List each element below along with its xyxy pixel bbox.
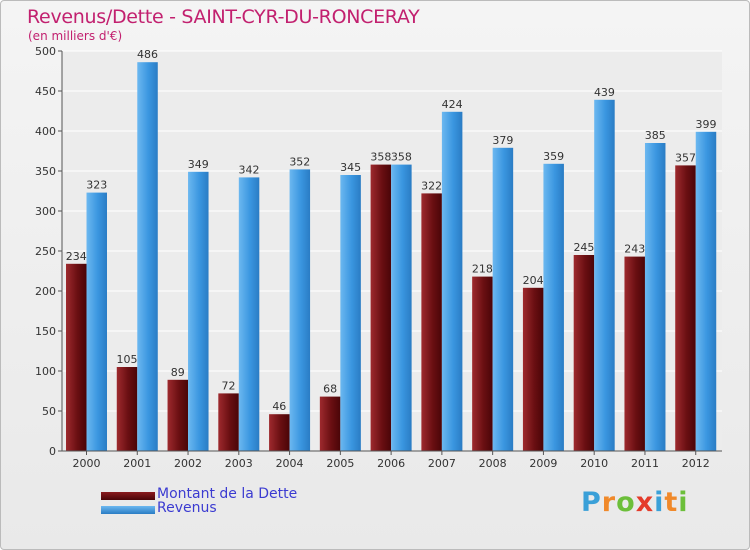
data-label-debt: 218 — [472, 263, 493, 276]
logo-letter: o — [616, 487, 636, 518]
logo-letter: t — [664, 487, 679, 518]
data-label-revenue: 352 — [289, 155, 310, 168]
chart-subtitle: (en milliers d'€) — [28, 29, 123, 43]
data-label-debt: 322 — [421, 179, 442, 192]
data-label-debt: 358 — [370, 151, 391, 164]
data-label-debt: 46 — [272, 400, 286, 413]
bar-debt — [421, 193, 442, 451]
bar-debt — [472, 276, 493, 451]
data-label-revenue: 323 — [86, 179, 107, 192]
y-tick-label: 200 — [35, 285, 56, 298]
data-label-debt: 357 — [675, 151, 696, 164]
x-tick-label: 2010 — [580, 457, 608, 470]
x-tick-label: 2005 — [326, 457, 354, 470]
legend-label-revenue: Revenus — [157, 500, 217, 516]
proxiti-logo: Proxiti — [581, 487, 689, 518]
bar-revenue — [238, 177, 260, 451]
bar-revenue — [543, 163, 564, 452]
y-tick-label: 100 — [35, 365, 56, 378]
legend-swatch-debt — [101, 492, 155, 500]
bar-revenue — [594, 99, 615, 452]
logo-letter: x — [635, 487, 655, 518]
y-tick-label: 0 — [49, 445, 56, 458]
x-tick-label: 2008 — [479, 457, 507, 470]
data-label-revenue: 385 — [645, 129, 666, 142]
data-label-debt: 204 — [523, 274, 544, 287]
x-tick-label: 2003 — [225, 457, 253, 470]
bar-revenue — [86, 192, 107, 451]
x-tick-label: 2001 — [123, 457, 151, 470]
bar-debt — [319, 396, 341, 451]
x-tick-label: 2012 — [682, 457, 710, 470]
bar-debt — [522, 287, 544, 451]
data-label-revenue: 358 — [391, 151, 412, 164]
data-label-revenue: 345 — [340, 161, 361, 174]
logo-letter: P — [581, 487, 602, 518]
data-label-revenue: 379 — [492, 134, 513, 147]
bar-revenue — [137, 62, 158, 451]
bar-revenue — [644, 143, 666, 451]
logo-letter: r — [601, 487, 617, 518]
y-tick-label: 500 — [35, 45, 56, 58]
x-tick-label: 2000 — [73, 457, 101, 470]
data-label-debt: 243 — [624, 243, 645, 256]
bar-revenue — [289, 169, 311, 451]
legend-label-debt: Montant de la Dette — [157, 486, 298, 502]
y-tick-label: 450 — [35, 85, 56, 98]
bar-debt — [624, 256, 645, 451]
legend-swatch-revenue — [101, 506, 155, 514]
y-tick-label: 350 — [35, 165, 56, 178]
data-label-revenue: 399 — [695, 118, 716, 131]
x-tick-label: 2006 — [377, 457, 405, 470]
bar-debt — [370, 164, 392, 451]
bar-debt — [116, 367, 138, 451]
bar-revenue — [391, 164, 412, 451]
data-label-revenue: 439 — [594, 86, 615, 99]
bar-debt — [167, 379, 189, 451]
data-label-debt: 72 — [222, 379, 236, 392]
bar-debt — [675, 165, 696, 451]
data-label-debt: 105 — [117, 353, 138, 366]
bar-debt — [66, 263, 87, 451]
data-label-revenue: 349 — [188, 158, 209, 171]
data-label-debt: 89 — [171, 366, 185, 379]
bar-revenue — [441, 111, 463, 452]
y-tick-label: 400 — [35, 125, 56, 138]
x-tick-label: 2002 — [174, 457, 202, 470]
x-tick-label: 2009 — [529, 457, 557, 470]
bar-revenue — [695, 131, 717, 452]
bar-debt — [269, 414, 290, 451]
bar-revenue — [188, 171, 209, 452]
data-label-revenue: 424 — [442, 98, 463, 111]
y-tick-label: 50 — [42, 405, 56, 418]
data-label-revenue: 359 — [543, 150, 564, 163]
logo-letter: i — [654, 487, 665, 518]
bar-revenue — [340, 175, 361, 451]
data-label-debt: 68 — [323, 383, 337, 396]
x-tick-label: 2011 — [631, 457, 659, 470]
data-label-revenue: 342 — [239, 163, 260, 176]
data-label-revenue: 486 — [137, 48, 158, 61]
bar-revenue — [492, 147, 514, 452]
data-label-debt: 245 — [573, 241, 594, 254]
y-tick-label: 150 — [35, 325, 56, 338]
bar-debt — [218, 393, 239, 451]
data-label-debt: 234 — [66, 250, 87, 263]
chart-title: Revenus/Dette - SAINT-CYR-DU-RONCERAY — [27, 6, 420, 28]
y-tick-label: 300 — [35, 205, 56, 218]
x-tick-label: 2007 — [428, 457, 456, 470]
x-tick-label: 2004 — [276, 457, 304, 470]
y-tick-label: 250 — [35, 245, 56, 258]
bar-debt — [573, 255, 595, 451]
logo-letter: i — [678, 487, 689, 518]
